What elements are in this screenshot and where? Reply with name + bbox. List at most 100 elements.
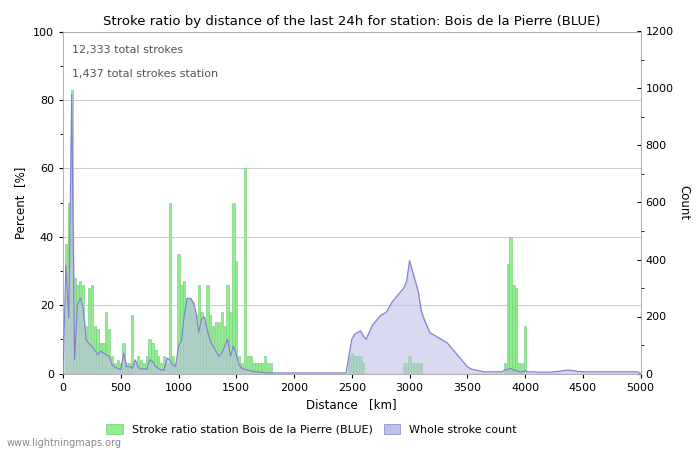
Bar [348,356,350,374]
Bar [354,356,356,374]
Bar [223,326,226,374]
Bar [117,360,119,373]
Bar [76,284,78,373]
Bar [114,363,116,374]
Text: www.lightningmaps.org: www.lightningmaps.org [7,438,122,448]
Bar [137,356,139,374]
Bar [122,343,125,373]
Bar [417,363,419,374]
Bar [235,261,237,373]
Bar [169,202,171,374]
Y-axis label: Percent  [%]: Percent [%] [15,166,27,238]
Bar [197,284,200,373]
Bar [524,326,526,374]
Y-axis label: Count: Count [677,185,690,220]
Bar [411,363,414,374]
Bar [362,363,365,374]
Bar [97,329,99,374]
Bar [359,356,362,374]
Bar [134,363,136,374]
Bar [356,356,358,374]
Bar [91,284,93,373]
Bar [125,363,127,374]
Text: 12,333 total strokes: 12,333 total strokes [71,45,183,55]
Bar [200,312,203,374]
Bar [111,356,113,374]
Bar [180,284,183,373]
Bar [183,281,186,374]
Bar [154,350,157,374]
Bar [174,363,177,374]
Bar [146,356,148,374]
Bar [241,363,243,374]
Bar [177,254,180,374]
Bar [108,329,111,374]
Bar [94,326,96,374]
Bar [503,363,506,374]
Bar [143,363,145,374]
Bar [85,326,88,374]
Bar [163,356,165,374]
Bar [215,322,217,374]
Bar [512,284,514,373]
Bar [128,363,131,374]
Bar [105,312,108,374]
Bar [258,363,260,374]
Bar [420,363,422,374]
Bar [226,284,229,373]
Bar [172,356,174,374]
Bar [270,363,272,374]
Bar [507,264,509,374]
Bar [218,322,220,374]
Bar [521,363,524,374]
Bar [253,363,255,374]
Bar [246,356,249,374]
Bar [220,312,223,374]
Bar [518,363,520,374]
Bar [99,343,102,373]
Bar [510,237,512,374]
Bar [79,281,81,374]
Bar [192,302,194,373]
Bar [209,315,211,374]
Bar [131,315,134,374]
Bar [238,356,240,374]
Bar [166,363,168,374]
Title: Stroke ratio by distance of the last 24h for station: Bois de la Pierre (BLUE): Stroke ratio by distance of the last 24h… [103,14,601,27]
Bar [206,284,209,373]
Bar [71,90,73,374]
Bar [232,202,234,374]
Bar [351,353,353,374]
Bar [212,326,214,374]
Legend: Stroke ratio station Bois de la Pierre (BLUE), Whole stroke count: Stroke ratio station Bois de la Pierre (… [106,424,517,435]
Bar [68,202,70,374]
Bar [88,288,90,374]
Bar [405,363,408,374]
Bar [249,356,252,374]
Bar [244,168,246,374]
Bar [261,363,263,374]
Bar [151,343,154,373]
Bar [267,363,270,374]
Text: 1,437 total strokes station: 1,437 total strokes station [71,69,218,79]
Bar [195,315,197,374]
Bar [414,363,416,374]
Bar [203,322,206,374]
Bar [264,356,266,374]
Bar [515,288,517,374]
Bar [408,356,411,374]
Bar [189,298,191,374]
X-axis label: Distance   [km]: Distance [km] [307,398,397,411]
Bar [120,363,122,374]
Bar [148,339,150,374]
Bar [140,360,142,373]
Bar [64,243,67,374]
Bar [82,284,85,373]
Bar [402,363,405,374]
Bar [186,298,188,374]
Bar [102,343,104,373]
Bar [157,356,160,374]
Bar [230,312,232,374]
Bar [160,363,162,374]
Bar [74,278,76,373]
